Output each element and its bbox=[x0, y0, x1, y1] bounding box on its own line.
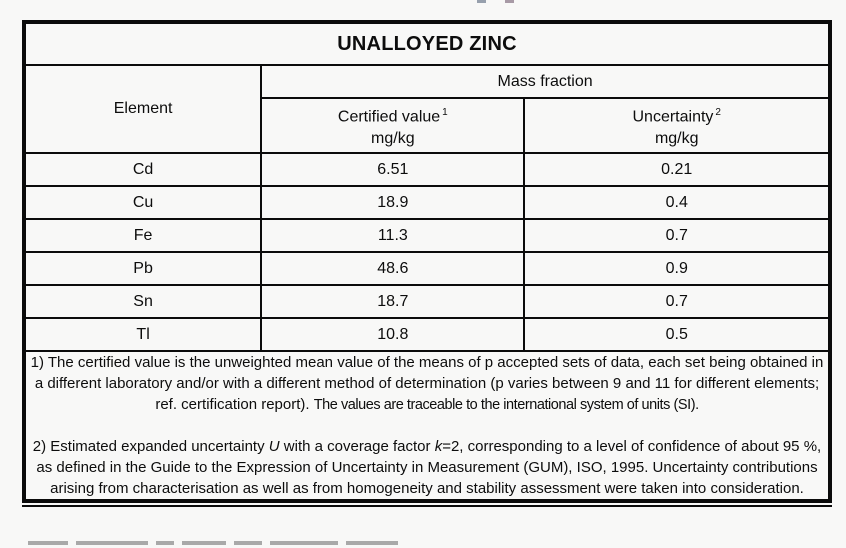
table-row: Cu 18.9 0.4 bbox=[22, 185, 831, 220]
cutoff-text-fragment-bottom bbox=[270, 541, 338, 545]
uncertainty-header: Uncertainty 2 mg/kg bbox=[523, 97, 831, 154]
table-row: Sn 18.7 0.7 bbox=[22, 284, 831, 319]
table-title: UNALLOYED ZINC bbox=[23, 21, 831, 66]
cutoff-text-fragment-bottom bbox=[346, 541, 398, 545]
footnotes-row: 1) The certified value is the unweighted… bbox=[23, 350, 831, 502]
certified-value-cell: 18.7 bbox=[260, 284, 526, 319]
element-cell: Cd bbox=[22, 152, 263, 187]
element-cell: Pb bbox=[22, 251, 263, 286]
uncertainty-label: Uncertainty bbox=[632, 108, 714, 126]
mass-fraction-header: Mass fraction bbox=[260, 64, 831, 99]
certificate-table: UNALLOYED ZINC Element Mass fraction Cer… bbox=[22, 20, 832, 503]
footnote-1-text: 1) The certified value is the unweighted… bbox=[30, 354, 824, 413]
element-cell: Cu bbox=[22, 185, 263, 220]
uncertainty-symbol: U bbox=[268, 438, 280, 455]
table-row: Cd 6.51 0.21 bbox=[22, 152, 831, 187]
certified-value-cell: 11.3 bbox=[260, 218, 526, 253]
certified-value-cell: 10.8 bbox=[260, 317, 526, 352]
table-row: Tl 10.8 0.5 bbox=[22, 317, 831, 352]
column-header-row: Certified value 1 mg/kg Uncertainty 2 mg/k… bbox=[24, 97, 831, 154]
cutoff-text-fragment-top bbox=[505, 0, 514, 3]
element-cell: Sn bbox=[22, 284, 263, 319]
table-row: Fe 11.3 0.7 bbox=[22, 218, 831, 253]
element-column-header: Element bbox=[22, 64, 263, 154]
footnote-2-text: with a coverage factor bbox=[279, 438, 435, 455]
cutoff-text-fragment-bottom bbox=[234, 541, 262, 545]
footnote-2: 2) Estimated expanded uncertainty U with… bbox=[26, 436, 828, 499]
certified-value-cell: 6.51 bbox=[260, 152, 526, 187]
certified-value-label-line: Certified value 1 bbox=[262, 102, 523, 127]
certified-value-cell: 18.9 bbox=[260, 185, 526, 220]
footnotes-area: 1) The certified value is the unweighted… bbox=[23, 350, 831, 502]
cutoff-text-fragment-top bbox=[477, 0, 486, 3]
double-rule-bottom bbox=[22, 505, 832, 507]
uncertainty-label-line: Uncertainty 2 bbox=[525, 102, 828, 127]
uncertainty-cell: 0.21 bbox=[523, 152, 831, 187]
cutoff-text-fragment-bottom bbox=[156, 541, 174, 545]
footnote-ref-2: 2 bbox=[715, 107, 721, 119]
uncertainty-cell: 0.7 bbox=[523, 218, 831, 253]
certified-value-header: Certified value 1 mg/kg bbox=[260, 97, 526, 154]
title-row: UNALLOYED ZINC bbox=[23, 21, 831, 66]
uncertainty-cell: 0.5 bbox=[523, 317, 831, 352]
uncertainty-cell: 0.4 bbox=[523, 185, 831, 220]
table-row: Pb 48.6 0.9 bbox=[22, 251, 831, 286]
uncertainty-cell: 0.9 bbox=[523, 251, 831, 286]
footnote-1-traceability: The values are traceable to the internat… bbox=[313, 397, 699, 413]
certificate-table-container: UNALLOYED ZINC Element Mass fraction Cer… bbox=[22, 20, 832, 507]
element-cell: Fe bbox=[22, 218, 263, 253]
group-header-row: Element Mass fraction bbox=[22, 64, 831, 154]
uncertainty-cell: 0.7 bbox=[523, 284, 831, 319]
cutoff-text-fragment-bottom bbox=[76, 541, 148, 545]
footnote-2-text: 2) Estimated expanded uncertainty bbox=[32, 438, 269, 455]
footnote-2-text: =2, corresponding to a level of confiden… bbox=[36, 438, 822, 497]
coverage-factor-symbol: k bbox=[434, 438, 443, 455]
cutoff-text-fragment-bottom bbox=[28, 541, 68, 545]
element-cell: Tl bbox=[22, 317, 263, 352]
certified-value-cell: 48.6 bbox=[260, 251, 526, 286]
uncertainty-unit: mg/kg bbox=[654, 129, 699, 147]
certified-value-unit: mg/kg bbox=[371, 129, 415, 147]
footnote-ref-1: 1 bbox=[442, 107, 448, 119]
cutoff-text-fragment-bottom bbox=[182, 541, 226, 545]
footnote-1: 1) The certified value is the unweighted… bbox=[26, 352, 828, 416]
certified-value-label: Certified value bbox=[337, 108, 441, 126]
